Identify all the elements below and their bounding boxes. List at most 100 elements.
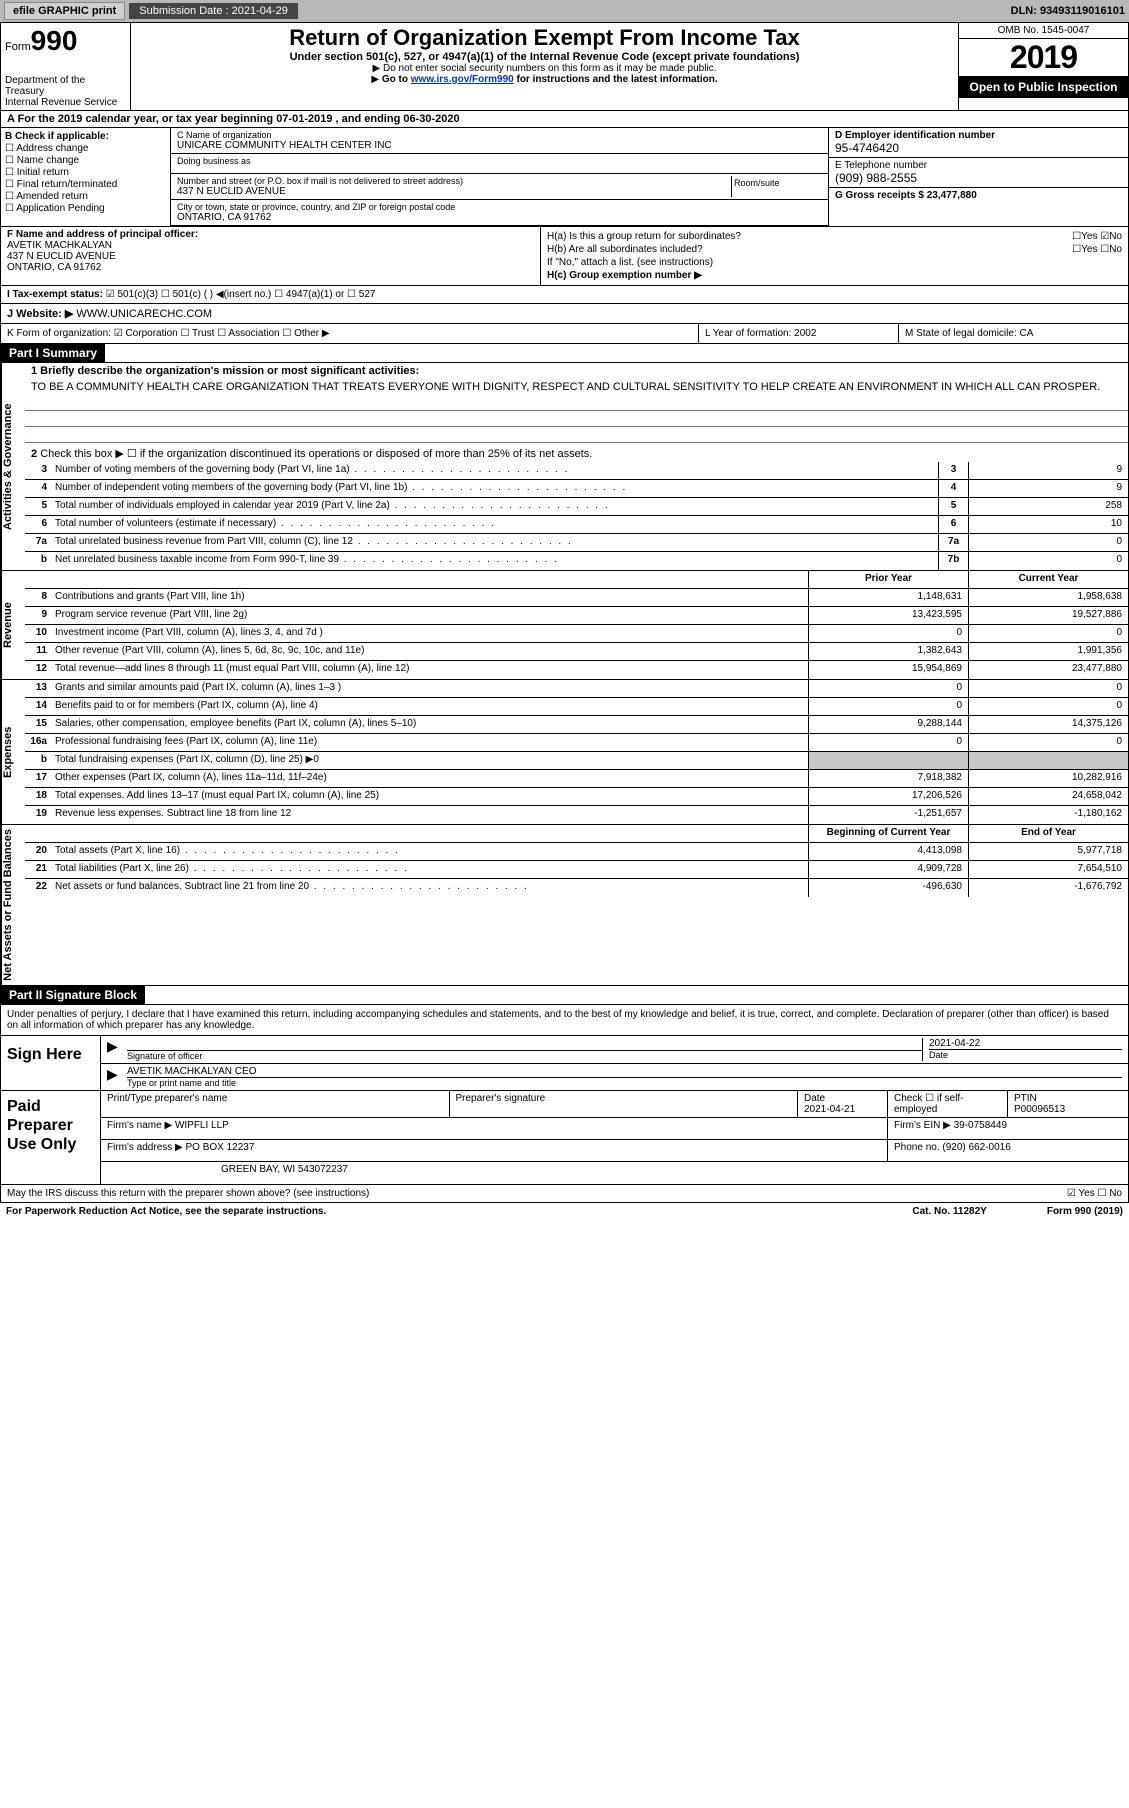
rev-row: 11 Other revenue (Part VIII, column (A),… xyxy=(25,643,1128,661)
gov-row: 6 Total number of volunteers (estimate i… xyxy=(25,516,1128,534)
org-name-label: C Name of organization xyxy=(177,130,822,140)
officer-addr2: ONTARIO, CA 91762 xyxy=(7,262,534,273)
col-h-group: H(a) Is this a group return for subordin… xyxy=(541,227,1128,285)
side-label-revenue: Revenue xyxy=(1,571,25,679)
row-i-tax-status: I Tax-exempt status: ☑ 501(c)(3) ☐ 501(c… xyxy=(0,286,1129,304)
col-f-officer: F Name and address of principal officer:… xyxy=(1,227,541,285)
prep-row-4: GREEN BAY, WI 543072237 xyxy=(101,1162,1128,1184)
na-header-row: Beginning of Current Year End of Year xyxy=(25,825,1128,843)
exp-row: 18 Total expenses. Add lines 13–17 (must… xyxy=(25,788,1128,806)
irs-discuss-answer: ☑ Yes ☐ No xyxy=(1067,1188,1122,1199)
section-f-h: F Name and address of principal officer:… xyxy=(0,227,1129,286)
gov-row: 5 Total number of individuals employed i… xyxy=(25,498,1128,516)
mission-text: TO BE A COMMUNITY HEALTH CARE ORGANIZATI… xyxy=(25,379,1128,395)
sig-date-label: Date xyxy=(929,1049,1122,1060)
ein-value: 95-4746420 xyxy=(835,141,1122,155)
hc-group-exemption: H(c) Group exemption number ▶ xyxy=(547,270,1122,281)
form-subtitle: Under section 501(c), 527, or 4947(a)(1)… xyxy=(137,51,952,63)
gross-receipts: G Gross receipts $ 23,477,880 xyxy=(835,190,1122,201)
prep-row-3: Firm's address ▶ PO BOX 12237 Phone no. … xyxy=(101,1140,1128,1162)
gov-row: 7a Total unrelated business revenue from… xyxy=(25,534,1128,552)
page-footer: For Paperwork Reduction Act Notice, see … xyxy=(0,1203,1129,1220)
section-b-to-g: B Check if applicable: Address change Na… xyxy=(0,128,1129,227)
net-assets-section: Net Assets or Fund Balances Beginning of… xyxy=(0,825,1129,986)
exp-row: 17 Other expenses (Part IX, column (A), … xyxy=(25,770,1128,788)
chk-final-return[interactable]: Final return/terminated xyxy=(5,179,166,190)
city-state-zip: ONTARIO, CA 91762 xyxy=(177,212,822,223)
prep-row-1: Print/Type preparer's name Preparer's si… xyxy=(101,1091,1128,1118)
col-c-org-info: C Name of organization UNICARE COMMUNITY… xyxy=(171,128,828,226)
gov-row: 3 Number of voting members of the govern… xyxy=(25,462,1128,480)
exp-row: 13 Grants and similar amounts paid (Part… xyxy=(25,680,1128,698)
top-bar: efile GRAPHIC print Submission Date : 20… xyxy=(0,0,1129,22)
ein-label: D Employer identification number xyxy=(835,130,995,141)
m-state-domicile: M State of legal domicile: CA xyxy=(898,324,1128,343)
paperwork-notice: For Paperwork Reduction Act Notice, see … xyxy=(6,1206,912,1217)
chk-app-pending[interactable]: Application Pending xyxy=(5,203,166,214)
gov-row: 4 Number of independent voting members o… xyxy=(25,480,1128,498)
hb-note: If "No," attach a list. (see instruction… xyxy=(547,257,1122,268)
chk-initial-return[interactable]: Initial return xyxy=(5,167,166,178)
hb-answer: ☐Yes ☐No xyxy=(1072,244,1122,255)
city-label: City or town, state or province, country… xyxy=(177,202,822,212)
sign-here-label: Sign Here xyxy=(1,1036,101,1090)
sig-officer-label: Signature of officer xyxy=(127,1050,922,1061)
k-form-org: K Form of organization: ☑ Corporation ☐ … xyxy=(1,324,698,343)
dept-treasury: Department of the Treasury xyxy=(5,75,126,97)
form-header: Form990 Department of the Treasury Inter… xyxy=(0,22,1129,111)
efile-badge: efile GRAPHIC print xyxy=(4,2,125,20)
rev-row: 9 Program service revenue (Part VIII, li… xyxy=(25,607,1128,625)
part2-header: Part II Signature Block xyxy=(1,986,145,1004)
irs-discuss-row: May the IRS discuss this return with the… xyxy=(0,1185,1129,1203)
room-suite-label: Room/suite xyxy=(732,176,822,197)
exp-row: 19 Revenue less expenses. Subtract line … xyxy=(25,806,1128,824)
chk-address-change[interactable]: Address change xyxy=(5,143,166,154)
tel-value: (909) 988-2555 xyxy=(835,171,1122,185)
form-title: Return of Organization Exempt From Incom… xyxy=(137,25,952,51)
line2-checkbox: 2 Check this box ▶ ☐ if the organization… xyxy=(25,445,1128,462)
part1-header: Part I Summary xyxy=(1,344,105,362)
exp-row: 15 Salaries, other compensation, employe… xyxy=(25,716,1128,734)
officer-printed: AVETIK MACHKALYAN CEO xyxy=(127,1066,1122,1077)
paid-preparer-label: Paid Preparer Use Only xyxy=(1,1091,101,1184)
form990-link[interactable]: www.irs.gov/Form990 xyxy=(411,74,514,85)
exp-row: 16a Professional fundraising fees (Part … xyxy=(25,734,1128,752)
na-row: 20 Total assets (Part X, line 16) 4,413,… xyxy=(25,843,1128,861)
col-d-to-g: D Employer identification number 95-4746… xyxy=(828,128,1128,226)
chk-amended[interactable]: Amended return xyxy=(5,191,166,202)
side-label-activities: Activities & Governance xyxy=(1,363,25,570)
side-label-expenses: Expenses xyxy=(1,680,25,824)
chk-name-change[interactable]: Name change xyxy=(5,155,166,166)
form-note-link: Go to www.irs.gov/Form990 for instructio… xyxy=(137,74,952,85)
printed-name-label: Type or print name and title xyxy=(127,1077,1122,1088)
paid-preparer-block: Paid Preparer Use Only Print/Type prepar… xyxy=(0,1091,1129,1185)
prep-row-2: Firm's name ▶ WIPFLI LLP Firm's EIN ▶ 39… xyxy=(101,1118,1128,1140)
row-a-tax-period: A For the 2019 calendar year, or tax yea… xyxy=(0,111,1129,128)
omb-number: OMB No. 1545-0047 xyxy=(959,23,1128,39)
l-year-formation: L Year of formation: 2002 xyxy=(698,324,898,343)
gov-row: b Net unrelated business taxable income … xyxy=(25,552,1128,570)
rev-header-row: Prior Year Current Year xyxy=(25,571,1128,589)
tel-label: E Telephone number xyxy=(835,160,1122,171)
officer-name: AVETIK MACHKALYAN xyxy=(7,240,534,251)
form-note-ssn: Do not enter social security numbers on … xyxy=(137,63,952,74)
col-b-checkboxes: B Check if applicable: Address change Na… xyxy=(1,128,171,226)
sign-here-block: Sign Here ▶ Signature of officer 2021-04… xyxy=(0,1036,1129,1091)
perjury-declaration: Under penalties of perjury, I declare th… xyxy=(0,1005,1129,1036)
rev-row: 10 Investment income (Part VIII, column … xyxy=(25,625,1128,643)
side-label-netassets: Net Assets or Fund Balances xyxy=(1,825,25,985)
activities-governance-section: Activities & Governance 1 Briefly descri… xyxy=(0,363,1129,571)
row-klm: K Form of organization: ☑ Corporation ☐ … xyxy=(0,324,1129,344)
org-name: UNICARE COMMUNITY HEALTH CENTER INC xyxy=(177,140,822,151)
cat-number: Cat. No. 11282Y xyxy=(912,1206,986,1217)
exp-row: b Total fundraising expenses (Part IX, c… xyxy=(25,752,1128,770)
revenue-section: Revenue Prior Year Current Year 8 Contri… xyxy=(0,571,1129,680)
street-address: 437 N EUCLID AVENUE xyxy=(177,186,731,197)
officer-addr1: 437 N EUCLID AVENUE xyxy=(7,251,534,262)
ha-answer: ☐Yes ☑No xyxy=(1072,231,1122,242)
form-version: Form 990 (2019) xyxy=(1047,1206,1123,1217)
na-row: 22 Net assets or fund balances. Subtract… xyxy=(25,879,1128,897)
open-to-public: Open to Public Inspection xyxy=(959,76,1128,98)
na-row: 21 Total liabilities (Part X, line 26) 4… xyxy=(25,861,1128,879)
row-j-website: J Website: ▶ WWW.UNICARECHC.COM xyxy=(0,304,1129,324)
